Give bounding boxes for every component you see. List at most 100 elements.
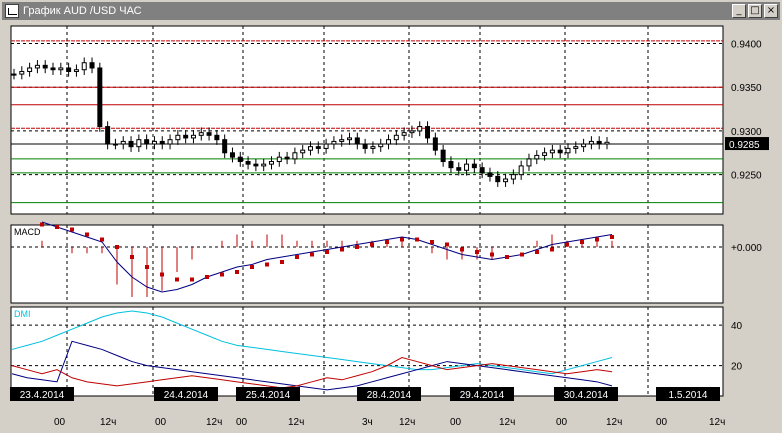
candle-body (573, 146, 579, 149)
candle-body (487, 172, 493, 177)
candle-body (518, 165, 524, 176)
macd-signal-point (340, 247, 344, 252)
macd-signal-point (490, 252, 494, 257)
macd-signal-point (475, 250, 479, 254)
date-label-bg (656, 387, 720, 401)
candle-body (370, 146, 376, 149)
candle-body (503, 178, 509, 183)
title-bar[interactable]: График AUD /USD ЧАС _ □ × (2, 2, 780, 20)
chart-app-icon (5, 4, 19, 18)
candle-body (73, 69, 79, 72)
date-label-5: 29.4.2014 (450, 387, 514, 401)
macd-signal-point (430, 240, 434, 244)
dmi-plus-line (11, 340, 613, 391)
candle-body (292, 152, 298, 160)
macd-signal-point (535, 250, 539, 254)
time-tick-label: 12ч (100, 417, 116, 428)
candle-body (27, 67, 33, 72)
candle-body (534, 154, 540, 160)
candle-body (479, 167, 485, 174)
macd-signal-point (55, 225, 59, 229)
time-tick-label: 12ч (709, 417, 725, 428)
candle-body (323, 143, 329, 149)
macd-signal-point (610, 235, 614, 239)
candle-body (206, 132, 212, 136)
candle-body (222, 139, 228, 154)
candle-body (136, 139, 142, 148)
candle-body (557, 149, 563, 154)
candle-body (190, 134, 196, 139)
panel-3-frame (10, 306, 724, 397)
time-tick-label: 00 (236, 417, 248, 428)
time-tick-label: 12ч (499, 417, 515, 428)
panel-1-frame (10, 25, 724, 215)
time-tick-label: 3ч (362, 417, 373, 428)
macd-zero-label: +0.000 (731, 243, 762, 254)
macd-signal-point (520, 252, 524, 257)
dmi-adx-line (11, 310, 613, 375)
candle-body (183, 134, 189, 139)
candle-body (58, 67, 64, 71)
candle-body (596, 140, 602, 145)
date-label-bg (236, 387, 300, 401)
macd-label: MACD (14, 227, 41, 237)
dmi-minus-line (11, 356, 613, 389)
date-label-text: 29.4.2014 (460, 390, 505, 401)
candle-body (300, 149, 306, 154)
date-label-6: 30.4.2014 (554, 387, 618, 401)
candle-body (42, 64, 48, 69)
chart-svg[interactable]: 0.9400 0.9350 0.9300 0.9250 0.9285 +0.000 MACD… (2, 21, 780, 431)
candle-body (253, 163, 259, 167)
date-label-text: 28.4.2014 (367, 390, 412, 401)
date-label-bg (154, 387, 218, 401)
candle-body (315, 146, 321, 149)
candle-body (425, 126, 431, 139)
macd-line (41, 221, 613, 293)
candle-body (261, 163, 267, 167)
minimize-button[interactable]: _ (732, 4, 746, 18)
macd-signal-point (310, 252, 314, 257)
date-label-4: 28.4.2014 (357, 387, 421, 401)
candle-body (386, 139, 392, 145)
time-tick-label: 00 (155, 417, 167, 428)
close-button[interactable]: × (764, 4, 778, 18)
maximize-button[interactable]: □ (748, 4, 762, 18)
candle-body (448, 161, 454, 169)
dmi-label: DMI (14, 309, 31, 319)
macd-signal-point (250, 265, 254, 269)
time-tick-label: 00 (450, 417, 462, 428)
candle-body (112, 143, 118, 146)
macd-signal-point (400, 237, 404, 242)
macd-signal-point (145, 265, 149, 269)
candle-body (175, 134, 181, 141)
date-label-text: 23.4.2014 (20, 390, 65, 401)
macd-signal-point (235, 270, 239, 274)
chart-area[interactable]: 0.9400 0.9350 0.9300 0.9250 0.9285 +0.000 MACD… (2, 21, 780, 431)
time-tick-label: 12ч (206, 417, 222, 428)
macd-signal-point (190, 277, 194, 282)
candle-body (581, 143, 587, 148)
macd-signal-point (40, 222, 44, 227)
price-tick-label: 0.9250 (731, 171, 762, 182)
candle-body (339, 139, 345, 142)
candle-body (471, 163, 477, 169)
macd-signal-point (415, 237, 419, 242)
candle-body (440, 149, 446, 163)
candle-body (151, 140, 157, 145)
current-price-tag (725, 137, 769, 151)
candle-body (393, 134, 399, 141)
macd-signal-point (550, 247, 554, 252)
candle-body (214, 134, 220, 141)
macd-signal-point (115, 245, 119, 249)
macd-signal-point (460, 247, 464, 252)
candle-body (105, 126, 111, 145)
candle-body (409, 130, 415, 134)
candle-body (81, 62, 87, 71)
macd-signal-point (325, 250, 329, 254)
candle-body (11, 73, 17, 76)
macd-signal-point (265, 262, 269, 267)
macd-signal-point (355, 245, 359, 249)
candle-body (604, 141, 610, 145)
macd-signal-point (220, 272, 224, 277)
